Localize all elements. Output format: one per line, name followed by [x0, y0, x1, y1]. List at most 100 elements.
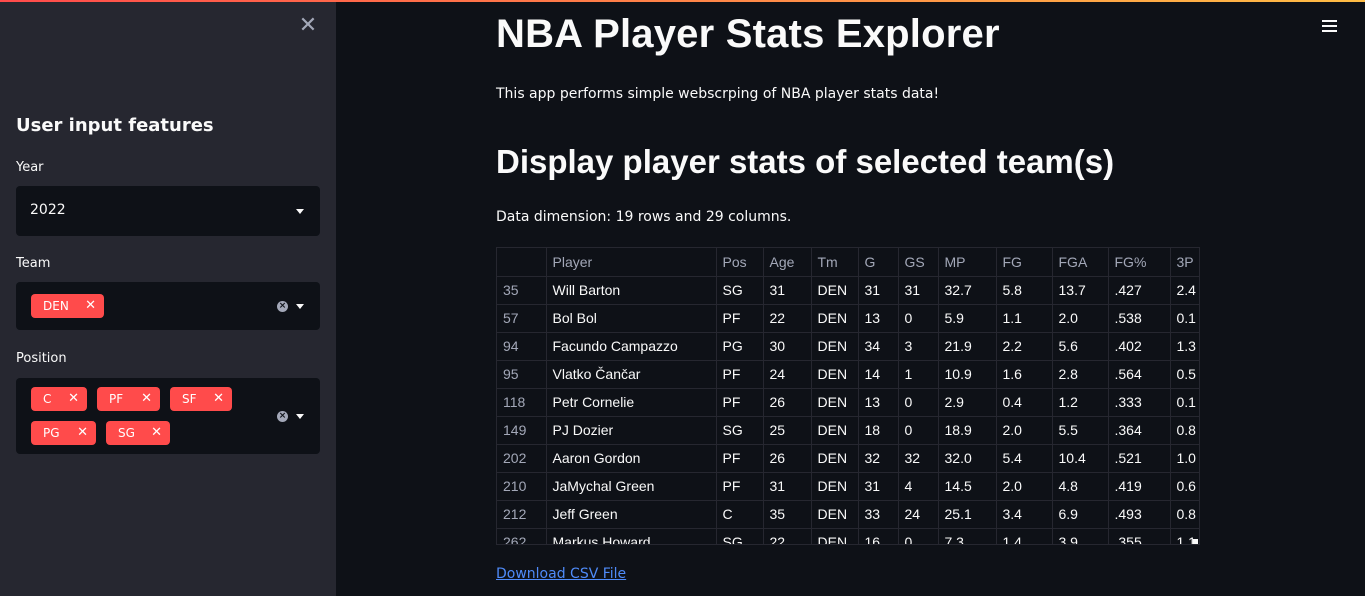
table-cell[interactable]: Markus Howard — [546, 528, 717, 544]
table-cell[interactable]: .355 — [1108, 528, 1171, 544]
table-cell[interactable]: 31 — [763, 472, 812, 501]
table-cell[interactable]: 2.8 — [1052, 360, 1109, 389]
table-cell[interactable]: 0 — [898, 304, 939, 333]
table-cell[interactable]: PF — [716, 472, 764, 501]
column-header[interactable]: FGA — [1052, 248, 1109, 277]
table-cell[interactable]: PF — [716, 444, 764, 473]
table-cell[interactable]: 5.9 — [938, 304, 997, 333]
table-cell[interactable]: PJ Dozier — [546, 416, 717, 445]
table-cell[interactable]: 3 — [898, 332, 939, 361]
table-cell[interactable]: PF — [716, 360, 764, 389]
table-cell[interactable]: 2.0 — [1052, 304, 1109, 333]
table-cell[interactable]: 31 — [763, 276, 812, 305]
remove-tag-icon[interactable]: ✕ — [213, 391, 224, 406]
column-header[interactable]: FG% — [1108, 248, 1171, 277]
table-cell[interactable]: PF — [716, 388, 764, 417]
team-multiselect[interactable]: DEN ✕ × — [16, 282, 320, 330]
table-cell[interactable]: DEN — [811, 472, 859, 501]
table-cell[interactable]: 21.9 — [938, 332, 997, 361]
table-cell[interactable]: DEN — [811, 416, 859, 445]
chevron-down-icon[interactable] — [296, 304, 304, 309]
table-cell[interactable]: DEN — [811, 528, 859, 544]
table-cell[interactable]: Aaron Gordon — [546, 444, 717, 473]
column-header[interactable]: GS — [898, 248, 939, 277]
table-cell[interactable]: 14.5 — [938, 472, 997, 501]
table-cell[interactable]: PG — [716, 332, 764, 361]
table-cell[interactable]: 32 — [898, 444, 939, 473]
year-select[interactable]: 2022 — [16, 186, 320, 236]
column-header[interactable]: Tm — [811, 248, 859, 277]
remove-tag-icon[interactable]: ✕ — [68, 391, 79, 406]
table-cell[interactable]: PF — [716, 304, 764, 333]
table-cell[interactable]: .493 — [1108, 500, 1171, 529]
table-cell[interactable]: 4.8 — [1052, 472, 1109, 501]
table-cell[interactable]: 13 — [858, 304, 899, 333]
table-cell[interactable]: 5.5 — [1052, 416, 1109, 445]
table-cell[interactable]: SG — [716, 416, 764, 445]
table-cell[interactable]: 31 — [898, 276, 939, 305]
table-cell[interactable]: 0.6 — [1170, 472, 1199, 501]
position-multiselect[interactable]: C ✕ PF ✕ SF ✕ PG ✕ SG ✕ × — [16, 378, 320, 454]
table-cell[interactable]: 1.2 — [1052, 388, 1109, 417]
row-index[interactable]: 118 — [497, 388, 547, 417]
table-cell[interactable]: 0 — [898, 416, 939, 445]
table-cell[interactable]: Jeff Green — [546, 500, 717, 529]
table-cell[interactable]: 35 — [763, 500, 812, 529]
table-cell[interactable]: 1.6 — [996, 360, 1053, 389]
table-cell[interactable]: Vlatko Čančar — [546, 360, 717, 389]
row-index[interactable]: 94 — [497, 332, 547, 361]
table-cell[interactable]: DEN — [811, 276, 859, 305]
table-cell[interactable]: 30 — [763, 332, 812, 361]
table-cell[interactable]: 32.0 — [938, 444, 997, 473]
table-cell[interactable]: 5.4 — [996, 444, 1053, 473]
table-cell[interactable]: 26 — [763, 444, 812, 473]
table-cell[interactable]: 24 — [898, 500, 939, 529]
column-header[interactable]: MP — [938, 248, 997, 277]
row-index[interactable]: 210 — [497, 472, 547, 501]
column-header[interactable] — [497, 248, 547, 277]
table-cell[interactable]: 5.8 — [996, 276, 1053, 305]
table-cell[interactable]: .364 — [1108, 416, 1171, 445]
table-cell[interactable]: C — [716, 500, 764, 529]
row-index[interactable]: 202 — [497, 444, 547, 473]
row-index[interactable]: 262 — [497, 528, 547, 544]
remove-tag-icon[interactable]: ✕ — [77, 425, 88, 440]
table-cell[interactable]: .521 — [1108, 444, 1171, 473]
table-cell[interactable]: 22 — [763, 528, 812, 544]
column-header[interactable]: 3P — [1170, 248, 1199, 277]
table-cell[interactable]: 14 — [858, 360, 899, 389]
table-cell[interactable]: .333 — [1108, 388, 1171, 417]
table-cell[interactable]: DEN — [811, 304, 859, 333]
table-cell[interactable]: SG — [716, 276, 764, 305]
column-header[interactable]: Pos — [716, 248, 764, 277]
table-cell[interactable]: .427 — [1108, 276, 1171, 305]
table-cell[interactable]: 16 — [858, 528, 899, 544]
table-cell[interactable]: 13 — [858, 388, 899, 417]
table-cell[interactable]: 31 — [858, 472, 899, 501]
table-cell[interactable]: 3.4 — [996, 500, 1053, 529]
table-cell[interactable]: DEN — [811, 332, 859, 361]
table-cell[interactable]: Facundo Campazzo — [546, 332, 717, 361]
table-cell[interactable]: 32.7 — [938, 276, 997, 305]
table-cell[interactable]: 0.1 — [1170, 388, 1199, 417]
table-cell[interactable]: 22 — [763, 304, 812, 333]
table-cell[interactable]: 0.8 — [1170, 500, 1199, 529]
table-cell[interactable]: 18 — [858, 416, 899, 445]
table-cell[interactable]: 6.9 — [1052, 500, 1109, 529]
clear-all-icon[interactable]: × — [277, 301, 288, 312]
download-csv-link[interactable]: Download CSV File — [496, 566, 627, 582]
table-cell[interactable]: .538 — [1108, 304, 1171, 333]
remove-tag-icon[interactable]: ✕ — [151, 425, 162, 440]
column-header[interactable]: Player — [546, 248, 717, 277]
row-index[interactable]: 57 — [497, 304, 547, 333]
table-cell[interactable]: 24 — [763, 360, 812, 389]
table-cell[interactable]: Will Barton — [546, 276, 717, 305]
table-cell[interactable]: DEN — [811, 500, 859, 529]
table-cell[interactable]: 34 — [858, 332, 899, 361]
column-header[interactable]: FG — [996, 248, 1053, 277]
row-index[interactable]: 149 — [497, 416, 547, 445]
table-cell[interactable]: 0.5 — [1170, 360, 1199, 389]
remove-tag-icon[interactable]: ✕ — [141, 391, 152, 406]
table-cell[interactable]: 32 — [858, 444, 899, 473]
table-cell[interactable]: .402 — [1108, 332, 1171, 361]
